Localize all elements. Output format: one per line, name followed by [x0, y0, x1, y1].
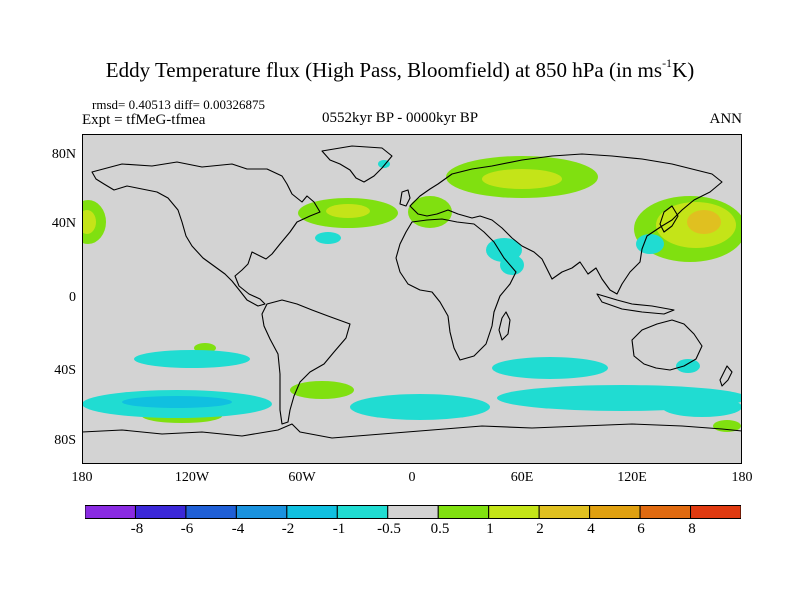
colorbar-segment: [235, 505, 288, 519]
x-tick-label: 60W: [288, 470, 316, 485]
colorbar-label: -8: [130, 521, 144, 537]
x-tick-label: 180: [731, 470, 753, 485]
colorbar-segment: [85, 505, 136, 519]
colorbar-segment: [690, 505, 741, 519]
title-main: Eddy Temperature flux (High Pass, Bloomf…: [105, 58, 663, 82]
coastline-south-america: [261, 299, 351, 425]
title-unit-end: K): [672, 58, 695, 82]
coastline-new-zealand: [719, 365, 733, 387]
x-tick-label: 120E: [617, 470, 647, 485]
colorbar-label: -4: [231, 521, 245, 537]
positive-field-mediterranean: [408, 196, 452, 228]
colorbar-segment: [286, 505, 338, 519]
colorbar-segment: [387, 505, 439, 519]
colorbar-label: 6: [637, 521, 645, 537]
negative-band-southern-atlantic: [350, 394, 490, 420]
coastline-japan: [659, 205, 679, 233]
y-tick-label: 40N: [51, 216, 76, 231]
colorbar-label: -6: [180, 521, 194, 537]
colorbar-segment: [639, 505, 692, 519]
experiment-text: Expt = tfMeG-tfmea: [82, 112, 206, 128]
anomaly-fields: [82, 156, 742, 432]
colorbar-segment: [336, 505, 389, 519]
colorbar-label: 4: [587, 521, 595, 537]
positive-field-south-atlantic: [290, 381, 354, 399]
colorbar-label: 0.5: [430, 521, 450, 537]
y-tick-label: 0: [69, 290, 76, 305]
y-tick-label: 40S: [54, 363, 76, 378]
colorbar-label: 8: [688, 521, 696, 537]
colorbar-label: 1: [486, 521, 494, 537]
colorbar-label: -2: [281, 521, 295, 537]
negative-field-east-asia: [636, 234, 664, 254]
coastline-antarctica: [82, 423, 742, 439]
chart-title: Eddy Temperature flux (High Pass, Bloomf…: [0, 56, 800, 83]
positive-core-siberia: [482, 169, 562, 189]
colorbar-segment: [437, 505, 490, 519]
positive-core-dateline-east: [82, 210, 96, 234]
y-tick-label: 80S: [54, 433, 76, 448]
negative-field-indian-ocean: [492, 357, 608, 379]
map-frame: [82, 134, 742, 464]
positive-core-pacific-west: [687, 210, 721, 234]
coastline-australia: [631, 319, 703, 371]
x-tick-label: 60E: [510, 470, 534, 485]
colorbar-label: -0.5: [377, 521, 401, 537]
season-text: ANN: [709, 111, 743, 127]
positive-core-atlantic: [326, 204, 370, 218]
negative-field-tasman: [676, 359, 700, 373]
colorbar-segment: [488, 505, 540, 519]
coastline-greenland: [321, 145, 393, 183]
coastlines: [82, 145, 742, 439]
colorbar-segment: [185, 505, 237, 519]
colorbar-label: -1: [332, 521, 346, 537]
coastline-madagascar: [498, 311, 511, 341]
title-exponent: -1: [662, 56, 673, 70]
x-tick-label: 180: [71, 470, 93, 485]
coastline-uk: [399, 189, 411, 207]
coastline-eurasia: [409, 153, 723, 295]
x-tick-label: 0: [408, 470, 416, 485]
coastline-north-america: [91, 161, 321, 307]
negative-field-south-pacific: [134, 350, 250, 368]
negative-band-southern-pacific: [662, 397, 742, 417]
coastline-indonesia: [596, 293, 675, 315]
negative-field-atlantic: [315, 232, 341, 244]
stats-text: rmsd= 0.40513 diff= 0.00326875: [92, 97, 265, 112]
colorbar: [85, 505, 741, 519]
colorbar-label: 2: [536, 521, 544, 537]
colorbar-segment: [538, 505, 591, 519]
period-text: 0552kyr BP - 0000kyr BP: [321, 110, 479, 126]
coastline-africa: [395, 218, 517, 361]
map-panel: [82, 134, 742, 464]
negative-core-southern-west: [122, 396, 232, 408]
y-tick-label: 80N: [51, 147, 76, 162]
x-tick-label: 120W: [174, 470, 210, 485]
colorbar-segment: [134, 505, 187, 519]
colorbar-segment: [589, 505, 641, 519]
